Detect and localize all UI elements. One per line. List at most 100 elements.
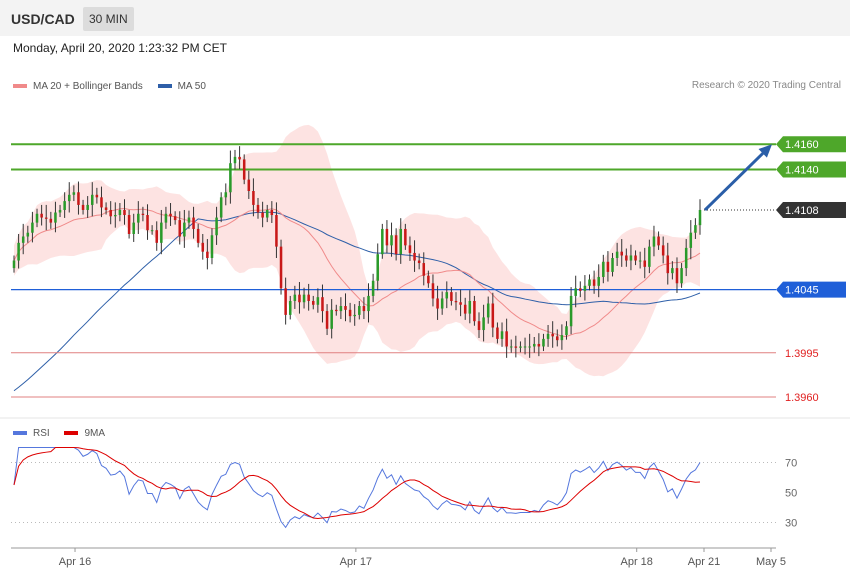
candle-body — [164, 213, 168, 223]
candle — [684, 239, 688, 277]
candle-body — [358, 306, 361, 315]
candle-body — [459, 302, 462, 305]
candle — [58, 204, 62, 218]
rsi-line — [13, 447, 701, 529]
candle-body — [509, 346, 513, 348]
candle — [330, 299, 333, 339]
candle — [648, 239, 651, 274]
ma50-line — [13, 211, 701, 392]
candle-body — [694, 225, 697, 233]
candle — [661, 236, 665, 264]
candle-body — [514, 346, 518, 348]
candle — [311, 295, 315, 310]
candle — [362, 297, 366, 320]
timeframe-button[interactable]: 30 MIN — [83, 7, 134, 31]
candle — [611, 252, 614, 277]
candle-body — [35, 213, 39, 223]
candle-body — [321, 297, 324, 312]
candle — [173, 211, 177, 225]
legend-9ma: 9MA — [64, 428, 105, 439]
candle — [233, 149, 237, 170]
candle — [40, 204, 43, 226]
candle — [344, 293, 347, 322]
candle-body — [12, 260, 16, 269]
candle — [477, 312, 481, 339]
candle — [454, 292, 458, 311]
candle-body — [335, 309, 338, 312]
candle — [450, 287, 453, 306]
candle — [652, 225, 656, 257]
candle-body — [560, 335, 564, 341]
candle-body — [311, 300, 315, 305]
candle-body — [404, 228, 407, 246]
candle — [164, 206, 168, 229]
level-label-5: 1.3960 — [785, 392, 819, 404]
candle-body — [675, 268, 679, 284]
candle-body — [528, 346, 531, 348]
candle — [482, 304, 485, 342]
candle — [358, 300, 361, 320]
candle-body — [648, 246, 651, 267]
forecast-arrow-head — [758, 144, 772, 158]
candle — [680, 263, 683, 288]
candle — [242, 154, 246, 185]
candle — [348, 302, 352, 323]
level-tag-1 — [776, 161, 846, 178]
candle — [137, 201, 140, 234]
candle-body — [376, 254, 379, 281]
candle-body — [399, 228, 403, 255]
candle — [698, 199, 702, 235]
candle-body — [638, 260, 642, 262]
candle — [371, 273, 375, 303]
candle — [192, 206, 195, 239]
chart-timestamp: Monday, April 20, 2020 1:23:32 PM CET — [13, 41, 227, 55]
candle — [473, 295, 476, 326]
candle — [252, 178, 255, 217]
candle-body — [201, 242, 205, 252]
candle-body — [657, 236, 660, 246]
candle-body — [689, 232, 693, 248]
candle — [155, 221, 158, 251]
candle — [104, 202, 108, 215]
candle — [353, 304, 356, 326]
legend-rsi: RSI — [13, 428, 50, 439]
candle — [146, 204, 149, 240]
candle-body — [104, 207, 108, 210]
candle-body — [95, 194, 99, 198]
candle — [496, 322, 499, 344]
level-tag-3 — [776, 281, 846, 298]
candle — [72, 185, 76, 202]
candle-body — [408, 245, 412, 253]
candle — [404, 223, 407, 250]
candle-body — [284, 288, 287, 315]
candle-body — [178, 220, 182, 237]
candle — [17, 233, 20, 269]
candle — [556, 329, 559, 347]
candle — [35, 208, 39, 228]
candle — [445, 281, 449, 309]
candle — [265, 204, 269, 223]
candle-body — [634, 255, 637, 261]
candle — [279, 239, 283, 295]
candle-body — [49, 218, 53, 223]
candle — [288, 295, 292, 320]
x-tick-label: Apr 17 — [340, 556, 372, 568]
candle-body — [569, 295, 573, 327]
candle-body — [611, 258, 614, 272]
candle — [150, 225, 154, 235]
candle — [565, 321, 568, 340]
candle — [574, 275, 577, 308]
candle — [206, 239, 209, 270]
candle-body — [238, 156, 241, 160]
candle-body — [652, 236, 656, 247]
candle — [638, 251, 642, 269]
rsi-tick-label: 30 — [785, 518, 797, 530]
candle — [261, 201, 264, 228]
candle-body — [574, 288, 577, 296]
candle — [657, 231, 660, 250]
candle-body — [118, 209, 122, 216]
candle-body — [698, 209, 702, 226]
candle — [385, 220, 389, 254]
candle-body — [532, 343, 536, 347]
candle-body — [620, 251, 623, 256]
